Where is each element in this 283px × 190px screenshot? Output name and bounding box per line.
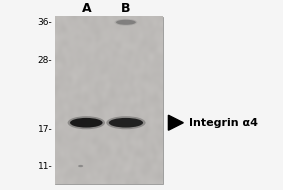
- Text: 28-: 28-: [38, 56, 52, 66]
- Ellipse shape: [106, 116, 145, 129]
- Ellipse shape: [109, 118, 143, 127]
- Bar: [55, 17, 163, 184]
- Ellipse shape: [116, 20, 136, 25]
- Text: B: B: [121, 2, 131, 15]
- Text: A: A: [82, 2, 91, 15]
- Polygon shape: [168, 115, 183, 130]
- Text: 11-: 11-: [38, 162, 52, 171]
- Ellipse shape: [68, 116, 105, 129]
- Ellipse shape: [78, 165, 83, 167]
- Text: Integrin α4: Integrin α4: [189, 118, 258, 128]
- Text: 17-: 17-: [38, 125, 52, 134]
- Ellipse shape: [115, 19, 137, 26]
- Ellipse shape: [70, 118, 102, 127]
- Text: 36-: 36-: [38, 18, 52, 27]
